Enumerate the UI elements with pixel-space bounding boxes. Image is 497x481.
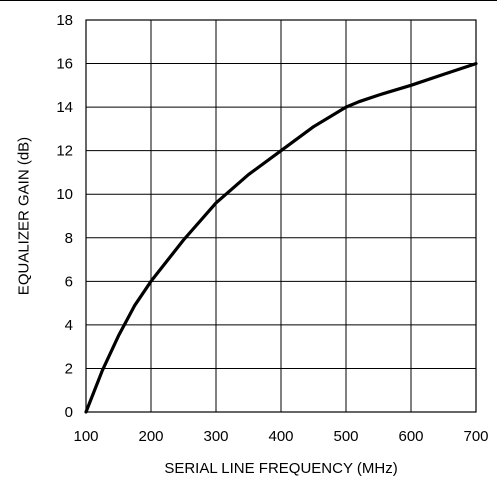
y-tick-label: 8 — [65, 230, 73, 247]
y-tick-label: 4 — [65, 317, 73, 334]
y-tick-label: 6 — [65, 273, 73, 290]
x-tick-labels: 100 200 300 400 500 600 700 — [73, 428, 488, 445]
y-tick-label: 2 — [65, 360, 73, 377]
x-tick-label: 100 — [73, 428, 98, 445]
y-axis-title: EQUALIZER GAIN (dB) — [16, 137, 33, 295]
y-tick-labels: 0 2 4 6 8 10 12 14 16 18 — [56, 12, 73, 421]
x-tick-label: 600 — [398, 428, 423, 445]
x-axis-title: SERIAL LINE FREQUENCY (MHz) — [164, 460, 397, 477]
x-tick-label: 400 — [268, 428, 293, 445]
y-tick-label: 12 — [56, 143, 73, 160]
x-tick-label: 200 — [138, 428, 163, 445]
x-tick-label: 700 — [463, 428, 488, 445]
y-tick-label: 10 — [56, 186, 73, 203]
y-tick-label: 16 — [56, 56, 73, 73]
x-tick-label: 300 — [203, 428, 228, 445]
grid-lines — [86, 20, 476, 412]
y-tick-label: 14 — [56, 99, 73, 116]
y-tick-label: 18 — [56, 12, 73, 29]
x-tick-label: 500 — [333, 428, 358, 445]
y-tick-label: 0 — [65, 404, 73, 421]
